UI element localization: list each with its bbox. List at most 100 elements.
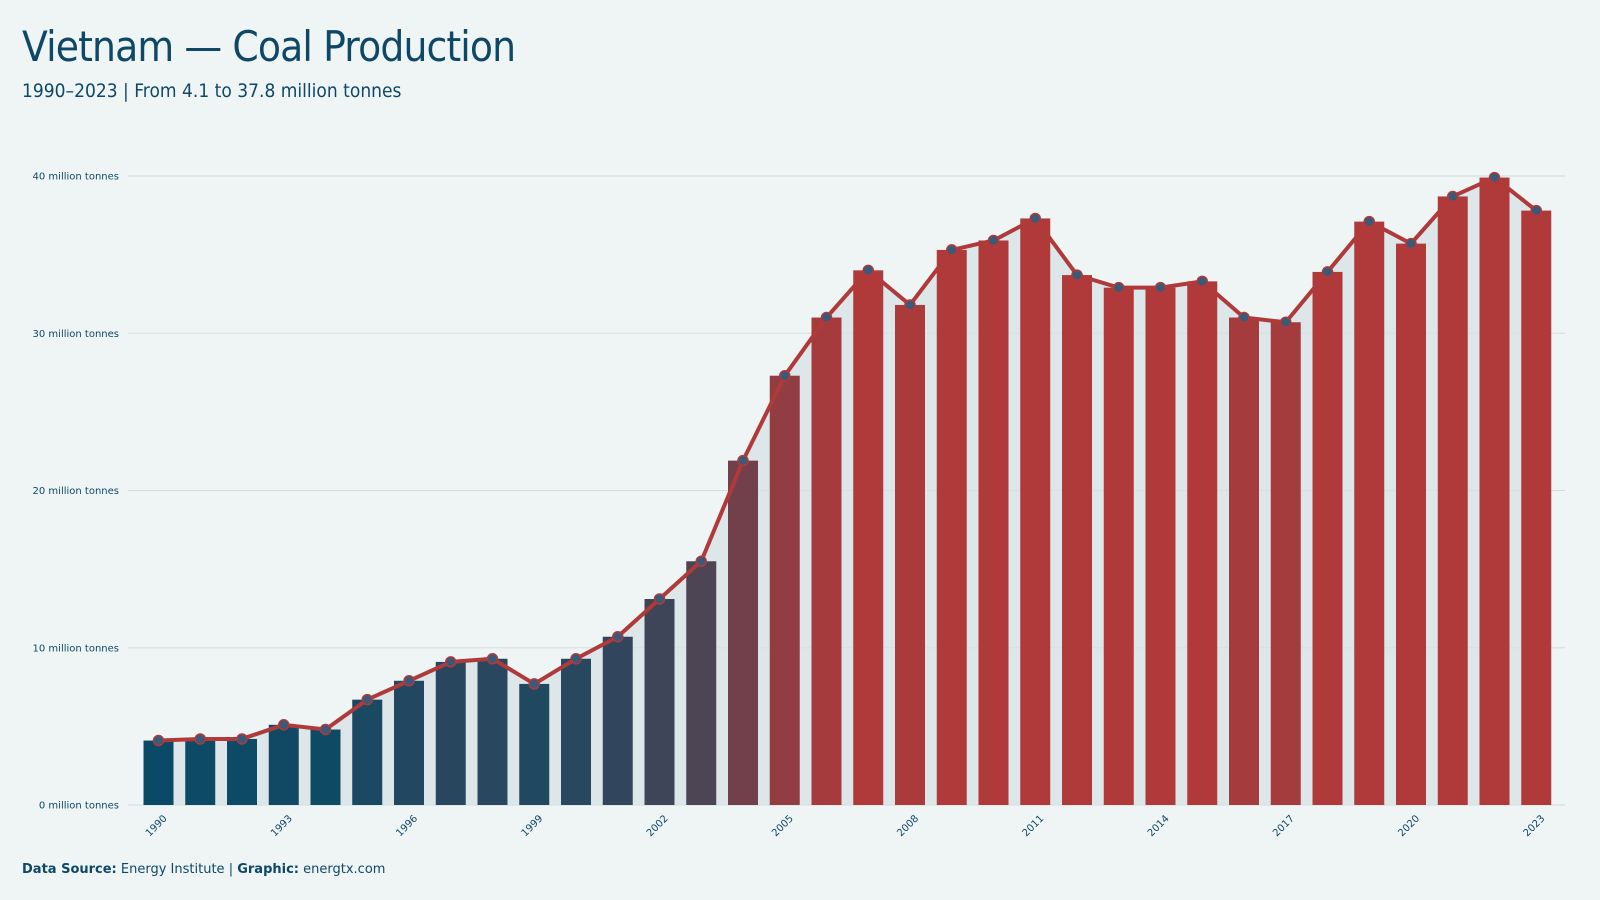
x-tick-label: 2008 [895,813,921,839]
bar [644,599,675,805]
bar [936,249,967,806]
bar [1312,271,1343,805]
bar [435,661,466,805]
data-point [1363,215,1375,228]
bar [1521,210,1552,806]
x-tick-label: 1990 [144,813,170,839]
data-point [1154,281,1167,294]
bar [268,724,299,805]
data-point [862,264,874,277]
y-tick-label: 40 million tonnes [33,172,119,183]
x-tick-label: 2011 [1021,813,1047,839]
source-label: Data Source: [22,862,117,877]
bar [310,729,341,805]
bars [143,177,1552,806]
data-point [278,719,290,731]
bar [728,460,758,805]
x-tick-label: 2002 [645,813,671,839]
bar [394,680,424,805]
x-tick-label: 2023 [1522,813,1548,839]
data-point [1238,311,1250,324]
data-point [946,244,958,256]
data-point [1530,204,1542,217]
x-tick-label: 2014 [1146,813,1172,839]
chart-subtitle: 1990–2023 | From 4.1 to 37.8 million ton… [22,80,402,102]
bar [1354,221,1385,806]
bar [519,683,550,805]
data-point [653,593,666,605]
bar [853,270,884,806]
data-point [779,369,791,382]
data-point [528,678,540,690]
chart-title: Vietnam — Coal Production [22,22,516,71]
bar [1479,177,1510,805]
data-point [1280,316,1292,328]
data-point [1196,275,1208,288]
data-point [152,734,165,747]
bar [185,738,216,805]
data-point [194,733,206,745]
x-axis: 1990 1993 1996 1999 2002 2005 2008 2011 2014 2017… [144,813,1548,839]
bar [1145,287,1176,806]
data-point [361,693,373,706]
markers [152,171,1542,747]
bar [686,561,717,805]
data-point [695,555,707,568]
bar [1062,275,1092,805]
bar [978,240,1009,805]
bar [895,304,925,805]
x-tick-label: 1999 [520,813,546,839]
bar [1437,196,1468,805]
bar [1229,317,1259,805]
trend-line [156,175,1539,743]
data-point [1071,269,1083,281]
x-tick-label: 2005 [770,813,796,839]
graphic-label: Graphic: [237,862,299,877]
data-point [1029,212,1041,225]
data-point [570,653,582,665]
y-axis: 0 million tonnes 10 million tonnes 20 mill… [33,172,119,812]
data-point [236,733,248,745]
bar [1270,322,1301,805]
data-point [486,653,499,665]
y-tick-label: 0 million tonnes [39,801,119,812]
bar [769,375,800,805]
data-point [445,656,457,668]
data-point [1405,237,1417,250]
bar [143,740,174,805]
bar [227,738,257,805]
data-point [737,454,749,467]
data-point [319,723,332,736]
y-tick-label: 30 million tonnes [33,329,119,340]
data-point [1113,281,1125,294]
data-point [987,234,1000,247]
y-tick-label: 10 million tonnes [33,643,119,654]
data-point [820,311,833,324]
x-tick-label: 1993 [269,813,295,839]
bar [477,658,508,805]
y-tick-label: 20 million tonnes [33,486,119,497]
data-point [1321,266,1334,278]
data-point [612,630,624,643]
bar [1103,287,1134,806]
x-tick-label: 2017 [1271,813,1297,839]
footer: Data Source: Energy Institute | Graphic:… [22,862,385,877]
x-tick-label: 2020 [1396,813,1422,839]
data-point [1488,171,1501,184]
graphic-value: energtx.com [303,862,386,877]
bar [1396,243,1426,805]
x-tick-label: 1996 [394,813,420,839]
footer-separator: | [228,862,234,877]
bar [602,636,633,805]
bar [561,658,591,805]
bar [811,317,842,805]
bar [1020,218,1051,805]
bar [1187,281,1218,805]
data-point [904,299,916,311]
data-point [1447,190,1459,203]
series-line [156,175,1539,743]
source-value: Energy Institute [120,862,225,877]
data-point [403,675,415,687]
bar [352,699,383,805]
